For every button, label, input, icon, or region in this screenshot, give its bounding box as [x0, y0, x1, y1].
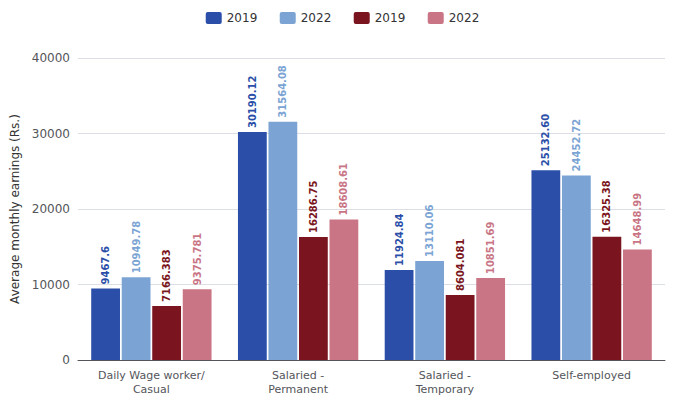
svg-text:7166.383: 7166.383	[161, 249, 172, 302]
svg-text:9467.6: 9467.6	[100, 246, 111, 285]
svg-text:31564.08: 31564.08	[277, 65, 288, 118]
svg-text:2022: 2022	[301, 11, 332, 25]
svg-text:13110.06: 13110.06	[424, 204, 435, 257]
svg-text:14648.99: 14648.99	[632, 193, 643, 246]
svg-text:2019: 2019	[227, 11, 258, 25]
svg-text:2019: 2019	[375, 11, 406, 25]
svg-text:9375.781: 9375.781	[192, 233, 203, 286]
svg-text:20000: 20000	[32, 202, 70, 216]
svg-text:Permanent: Permanent	[268, 383, 329, 396]
svg-text:16325.38: 16325.38	[601, 180, 612, 233]
svg-text:25132.60: 25132.60	[540, 114, 551, 167]
svg-text:Salaried -: Salaried -	[272, 369, 324, 382]
svg-text:10851.69: 10851.69	[485, 222, 496, 275]
svg-text:10000: 10000	[32, 278, 70, 292]
svg-text:30000: 30000	[32, 127, 70, 141]
svg-text:2022: 2022	[449, 11, 480, 25]
svg-text:Casual: Casual	[133, 383, 170, 396]
svg-text:0: 0	[62, 353, 70, 367]
svg-text:11924.84: 11924.84	[394, 213, 405, 266]
svg-text:24452.72: 24452.72	[571, 119, 582, 172]
svg-text:10949.78: 10949.78	[131, 221, 142, 274]
svg-text:Daily Wage worker/: Daily Wage worker/	[98, 369, 205, 382]
svg-text:30190.12: 30190.12	[247, 76, 258, 129]
svg-text:16286.75: 16286.75	[308, 180, 319, 233]
svg-text:40000: 40000	[32, 51, 70, 65]
svg-text:8604.081: 8604.081	[455, 238, 466, 291]
svg-text:Average monthly earnings (Rs.): Average monthly earnings (Rs.)	[8, 114, 22, 304]
svg-text:Temporary: Temporary	[415, 383, 475, 396]
svg-text:Salaried -: Salaried -	[419, 369, 471, 382]
svg-text:Self-employed: Self-employed	[552, 369, 631, 382]
svg-text:18608.61: 18608.61	[338, 163, 349, 216]
